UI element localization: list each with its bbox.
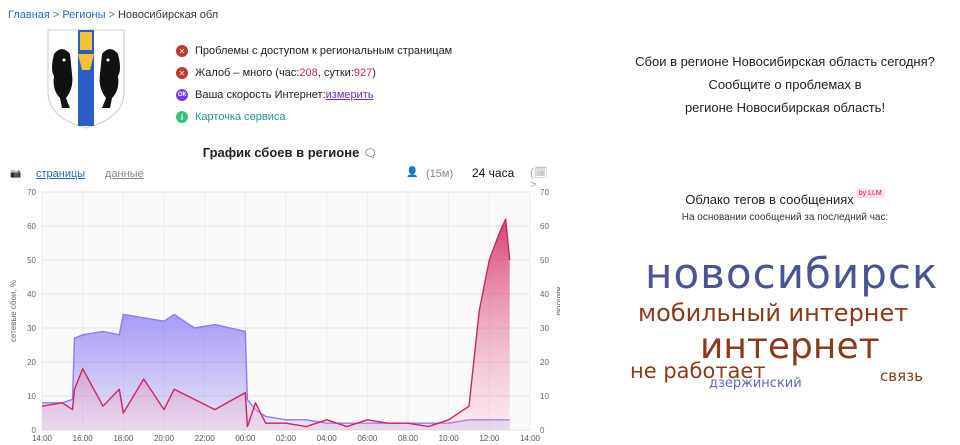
x-tick-label: 22:00 <box>195 434 216 443</box>
complaints-suffix: ) <box>372 67 376 79</box>
y-axis-label-right: жалобы <box>555 286 560 316</box>
cta-line-1: Сбои в регионе Новосибирская область сег… <box>635 54 935 69</box>
y-tick-label-right: 40 <box>540 290 549 299</box>
x-tick-label: 04:00 <box>317 434 338 443</box>
complaints-mid: , сутки: <box>317 67 354 79</box>
service-card-link[interactable]: Карточка сервиса <box>195 111 286 123</box>
x-tick-label: 00:00 <box>235 434 256 443</box>
cta-line-2: Сообщите о проблемах в <box>708 77 862 92</box>
chart-title: График сбоев в регионе 🗨 <box>0 145 580 160</box>
breadcrumb-regions[interactable]: Регионы <box>62 9 106 21</box>
tag-word[interactable]: дзержинский <box>709 376 802 391</box>
y-axis-label-left: сетевые сбои, % <box>9 280 18 342</box>
y-tick-label-left: 60 <box>27 222 36 231</box>
tag-word[interactable]: новосибирск <box>645 249 939 298</box>
x-tick-label: 18:00 <box>113 434 134 443</box>
info-icon: i <box>176 111 188 123</box>
series-line-2 <box>41 218 511 428</box>
y-tick-label-left: 30 <box>27 324 36 333</box>
y-tick-label-left: 40 <box>27 290 36 299</box>
status-access-problems: ✕ Проблемы с доступом к региональным стр… <box>176 40 452 62</box>
llm-badge: by LLM <box>855 189 885 198</box>
tag-cloud-title: Облако тегов в сообщениях by LLM <box>615 189 955 207</box>
chart-toolbar: 📷 страницы данные 👤 (15м) 24 часа (🗓> <box>8 166 552 191</box>
breadcrumb: Главная > Регионы > Новосибирская обл <box>8 9 218 21</box>
error-icon: ✕ <box>176 45 188 57</box>
tag-cloud-subtitle: На основании сообщений за последний час: <box>681 212 889 223</box>
y-tick-label-right: 0 <box>540 426 545 435</box>
tag-word[interactable]: интернет <box>700 326 880 367</box>
y-tick-label-left: 0 <box>32 426 37 435</box>
x-tick-label: 14:00 <box>32 434 53 443</box>
breadcrumb-current: Новосибирская обл <box>117 9 219 21</box>
x-tick-label: 02:00 <box>276 434 297 443</box>
camera-icon[interactable]: 📷 <box>10 168 22 178</box>
cta-line-3: регионе Новосибирская область! <box>684 100 886 115</box>
complaints-hour-count: 208 <box>299 67 318 79</box>
tag-word[interactable]: не работает <box>630 359 766 383</box>
status-service-card: i Карточка сервиса <box>176 106 452 128</box>
x-tick-label: 10:00 <box>439 434 460 443</box>
speed-label: Ваша скорость Интернет: <box>195 89 326 101</box>
tab-pages[interactable]: страницы <box>36 168 86 180</box>
tab-data[interactable]: данные <box>105 168 144 180</box>
x-tick-label: 20:00 <box>154 434 175 443</box>
x-tick-label: 08:00 <box>398 434 419 443</box>
series-area-2 <box>42 219 510 430</box>
status-access-text: Проблемы с доступом к региональным стран… <box>195 45 453 57</box>
speed-test-icon: ОК <box>176 89 188 101</box>
breadcrumb-separator: > <box>108 9 115 21</box>
status-list: ✕ Проблемы с доступом к региональным стр… <box>176 40 452 128</box>
status-complaints: ✕ Жалоб – много (час: 208, сутки: 927) <box>176 62 452 84</box>
y-tick-label-left: 50 <box>27 256 36 265</box>
user-icon[interactable]: 👤 <box>406 167 419 178</box>
calendar-icon[interactable]: (🗓> <box>530 167 548 191</box>
comment-icon[interactable]: 🗨 <box>363 148 378 160</box>
x-tick-label: 06:00 <box>357 434 378 443</box>
status-speed: ОК Ваша скорость Интернет: измерить <box>176 84 452 106</box>
x-tick-label: 12:00 <box>479 434 500 443</box>
x-tick-label: 14:00 <box>520 434 541 443</box>
report-cta: Сбои в регионе Новосибирская область сег… <box>615 50 955 119</box>
breadcrumb-home[interactable]: Главная <box>8 9 50 21</box>
y-tick-label-right: 10 <box>540 392 549 401</box>
tag-word[interactable]: связь <box>880 367 923 385</box>
measure-speed-link[interactable]: измерить <box>325 89 374 101</box>
y-tick-label-left: 70 <box>27 188 36 197</box>
y-tick-label-right: 30 <box>540 324 549 333</box>
y-tick-label-right: 50 <box>540 256 549 265</box>
breadcrumb-separator: > <box>52 9 60 21</box>
y-tick-label-left: 20 <box>27 358 36 367</box>
tag-cloud-title-text: Облако тегов в сообщениях <box>685 192 854 207</box>
outage-chart[interactable]: 0 0 10 10 20 20 30 30 40 40 50 50 60 60 70 70 14:00 16:00… <box>0 184 560 445</box>
y-tick-label-right: 70 <box>540 188 549 197</box>
y-tick-label-right: 20 <box>540 358 549 367</box>
x-tick-label: 16:00 <box>73 434 94 443</box>
error-icon: ✕ <box>176 67 188 79</box>
complaints-prefix: Жалоб – много (час: <box>195 67 300 79</box>
y-tick-label-right: 60 <box>540 222 549 231</box>
chart-title-text: График сбоев в регионе <box>202 145 360 160</box>
y-tick-label-left: 10 <box>27 392 36 401</box>
range-15m-button[interactable]: (15м) <box>426 168 454 180</box>
complaints-day-count: 927 <box>353 67 373 79</box>
region-coat-of-arms <box>47 29 125 129</box>
tag-word[interactable]: мобильный интернет <box>638 299 909 327</box>
range-24h-button[interactable]: 24 часа <box>472 166 515 180</box>
